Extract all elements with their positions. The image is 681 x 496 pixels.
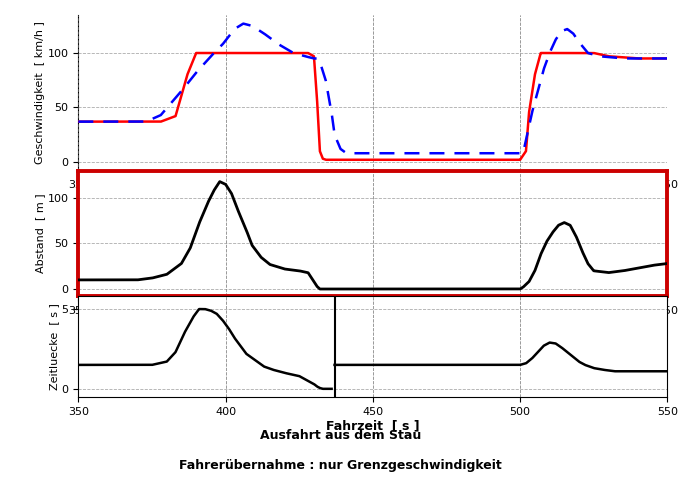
Text: Fahrerübernahme : nur Grenzgeschwindigkeit: Fahrerübernahme : nur Grenzgeschwindigke… bbox=[179, 459, 502, 472]
Y-axis label: Geschwindigkeit  [ km/h ]: Geschwindigkeit [ km/h ] bbox=[35, 21, 45, 164]
X-axis label: Fahrzeit  [ s ]: Fahrzeit [ s ] bbox=[326, 319, 419, 332]
Y-axis label: Zeitluecke  [ s ]: Zeitluecke [ s ] bbox=[49, 303, 59, 390]
Legend: Folgefahrzeug, Führungsfahrzeug: Folgefahrzeug, Führungsfahrzeug bbox=[513, 225, 662, 262]
X-axis label: Fahrzeit  [ s ]: Fahrzeit [ s ] bbox=[326, 419, 419, 433]
X-axis label: Fahrzeit  [ s ]: Fahrzeit [ s ] bbox=[326, 193, 419, 206]
Text: Ausfahrt aus dem Stau: Ausfahrt aus dem Stau bbox=[260, 429, 421, 442]
Y-axis label: Abstand  [ m ]: Abstand [ m ] bbox=[35, 193, 45, 273]
